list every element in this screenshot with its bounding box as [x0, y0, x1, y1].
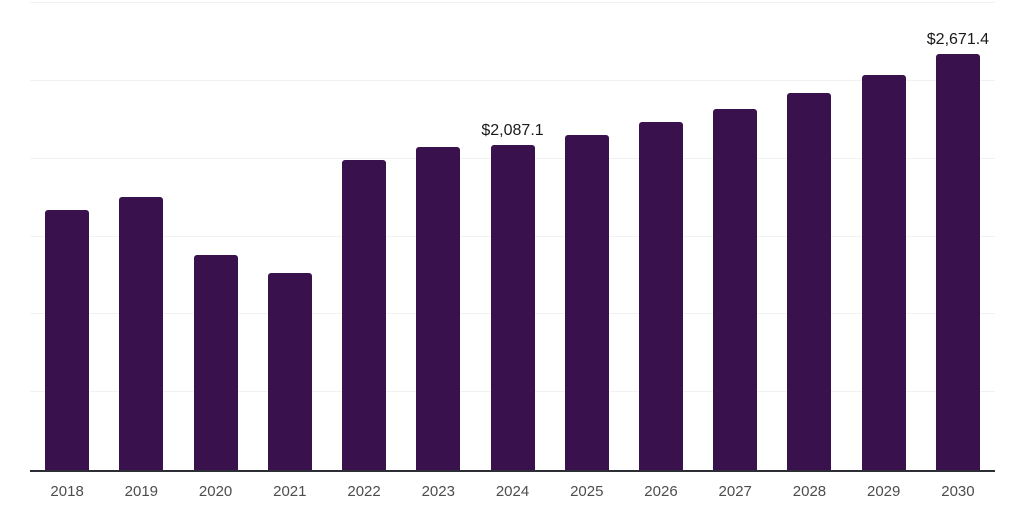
x-tick-2019: 2019	[124, 483, 159, 500]
gridline-3000	[30, 2, 995, 3]
bar-2022	[342, 159, 387, 470]
x-tick-2021: 2021	[273, 483, 307, 500]
x-axis-labels: 2018 2019 2020 2021 2022 2023 2024 2025 2026 2027…	[30, 483, 995, 500]
x-tick-2028: 2028	[792, 483, 827, 500]
bar-2030	[935, 54, 980, 470]
bar-2029	[861, 74, 906, 470]
x-tick-2027: 2027	[718, 483, 752, 500]
bar-2028	[787, 92, 832, 470]
x-tick-2022: 2022	[347, 483, 381, 500]
x-tick-2030: 2030	[941, 483, 975, 500]
x-tick-2020: 2020	[198, 483, 233, 500]
bar-2025	[564, 135, 609, 470]
x-tick-2024: 2024	[495, 483, 530, 500]
bar-2018	[45, 209, 90, 470]
band-2023	[401, 3, 475, 470]
bar-2019	[119, 197, 164, 470]
bar-2024	[490, 145, 535, 470]
band-2024: $2,087.1	[475, 3, 549, 470]
x-tick-2018: 2018	[50, 483, 84, 500]
gridline-2500	[30, 79, 995, 81]
x-axis-line	[30, 470, 995, 472]
band-2027	[698, 3, 772, 470]
band-2025	[550, 3, 624, 470]
x-tick-2029: 2029	[867, 483, 901, 500]
band-2028	[772, 3, 846, 470]
bar-2026	[638, 121, 683, 470]
bar-2027	[713, 108, 758, 470]
bar-2023	[416, 147, 461, 470]
x-tick-2023: 2023	[421, 483, 455, 500]
plot-area: $2,087.1 $2,671.4	[30, 2, 995, 470]
bars-container: $2,087.1 $2,671.4	[30, 3, 995, 470]
band-2020	[178, 3, 252, 470]
band-2029	[847, 3, 921, 470]
band-2021	[253, 3, 327, 470]
band-2019	[104, 3, 178, 470]
band-2030: $2,671.4	[921, 3, 995, 470]
data-label-2024: $2,087.1	[481, 122, 544, 140]
band-2026	[624, 3, 698, 470]
bar-2021	[267, 273, 312, 470]
data-label-2030: $2,671.4	[926, 31, 990, 49]
band-2018	[30, 3, 104, 470]
x-tick-2025: 2025	[570, 483, 604, 500]
bar-2020	[193, 255, 238, 470]
x-tick-2026: 2026	[644, 483, 678, 500]
band-2022	[327, 3, 401, 470]
